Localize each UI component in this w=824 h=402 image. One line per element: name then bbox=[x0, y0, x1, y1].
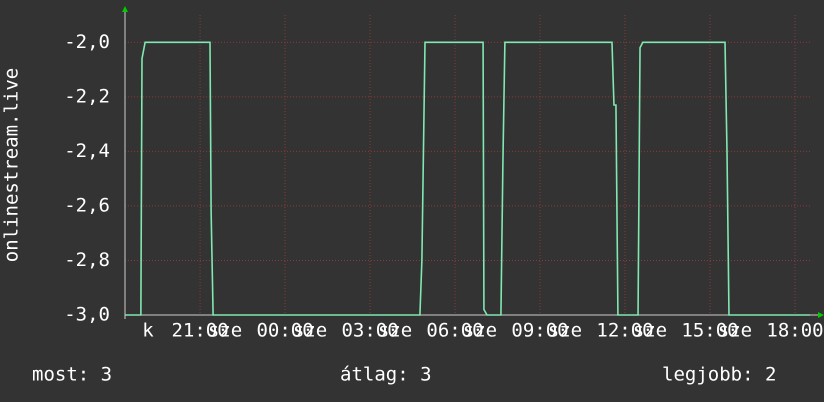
x-day-label: sze bbox=[378, 320, 412, 342]
x-day-label: sze bbox=[548, 320, 582, 342]
x-tick-label: 06:00 bbox=[426, 320, 483, 342]
x-tick-label: 15:00 bbox=[681, 320, 738, 342]
stat-label: legjobb: 2 bbox=[662, 364, 776, 386]
y-tick-label: -3,0 bbox=[64, 304, 110, 326]
axis-arrow bbox=[818, 312, 824, 318]
y-tick-label: -2,6 bbox=[64, 194, 110, 216]
x-day-label: sze bbox=[293, 320, 327, 342]
x-day-label: sze bbox=[208, 320, 242, 342]
x-day-label: k bbox=[142, 320, 154, 342]
stat-label: átlag: 3 bbox=[340, 364, 432, 386]
axis-arrow bbox=[122, 6, 128, 12]
stat-label: most: 3 bbox=[32, 364, 112, 386]
x-tick-label: 21:00 bbox=[171, 320, 228, 342]
x-day-label: sze bbox=[463, 320, 497, 342]
data-line bbox=[125, 41, 810, 316]
y-axis-label: onlinestream.live bbox=[1, 68, 23, 262]
x-day-label: sze bbox=[718, 320, 752, 342]
x-tick-label: 03:00 bbox=[341, 320, 398, 342]
x-day-label: sze bbox=[633, 320, 667, 342]
y-tick-label: -2,2 bbox=[64, 85, 110, 107]
x-tick-label: 00:00 bbox=[256, 320, 313, 342]
x-tick-label: 09:00 bbox=[511, 320, 568, 342]
y-tick-label: -2,8 bbox=[64, 249, 110, 271]
x-tick-label: 12:00 bbox=[596, 320, 653, 342]
y-tick-label: -2,4 bbox=[64, 140, 110, 162]
x-tick-label: 18:00 bbox=[766, 320, 823, 342]
y-tick-label: -2,0 bbox=[64, 31, 110, 53]
